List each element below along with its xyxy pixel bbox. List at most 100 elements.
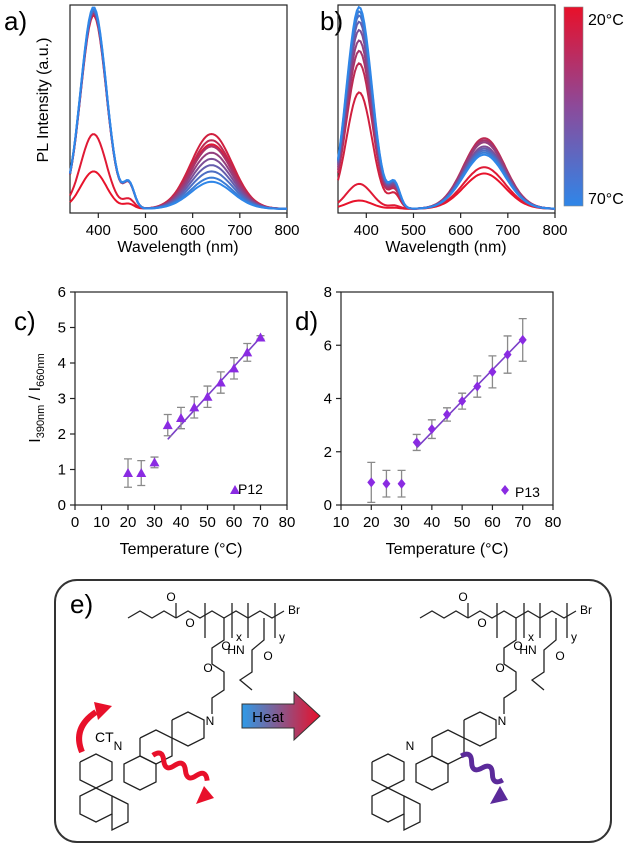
heat-label: Heat bbox=[252, 709, 285, 726]
atom-label: O bbox=[513, 639, 522, 653]
heat-arrow-icon bbox=[241, 690, 321, 742]
violet-emission-arrowhead-icon bbox=[490, 786, 508, 804]
y-tick-label: 6 bbox=[324, 337, 332, 354]
marker bbox=[136, 468, 147, 478]
marker bbox=[162, 420, 173, 430]
x-tick-label: 0 bbox=[71, 514, 79, 531]
chart-a: 400 500 600 700 800 Wavelength (nm) PL Inten… bbox=[35, 4, 300, 256]
atom-label: O bbox=[221, 639, 230, 653]
data-point-30c bbox=[149, 456, 160, 469]
x-tick-label: 400 bbox=[354, 222, 379, 239]
legend-marker bbox=[501, 485, 509, 495]
x-tick-label: 700 bbox=[495, 222, 520, 239]
x-axis-ticks: 400 500 600 700 800 bbox=[354, 213, 568, 239]
data-point-65c bbox=[242, 342, 253, 362]
scheme-frame bbox=[54, 579, 612, 843]
y-tick-label: 2 bbox=[58, 426, 66, 443]
reaction-scheme: O O O O N N HN O Br x y CT Heat bbox=[54, 579, 612, 843]
ester-chain bbox=[419, 610, 469, 619]
data-point-70c bbox=[255, 332, 266, 342]
chart-d: 10 20 30 40 50 60 70 80 0 2 4 6 8 P13 Temperature (°… bbox=[324, 284, 562, 558]
atom-label: HN bbox=[519, 643, 536, 657]
atom-label: O bbox=[166, 590, 175, 604]
marker bbox=[255, 332, 266, 342]
ester-chain bbox=[127, 610, 177, 619]
subscript-x: x bbox=[528, 630, 534, 644]
naphthalimide-ring3 bbox=[123, 755, 157, 791]
data-point-40c bbox=[176, 406, 186, 430]
panel-label-d: d) bbox=[295, 306, 318, 336]
side-chain-amide bbox=[238, 618, 265, 691]
x-tick-label: 10 bbox=[93, 514, 110, 531]
x-tick-label: 40 bbox=[424, 514, 441, 531]
marker bbox=[397, 478, 406, 489]
colorbar-gradient bbox=[563, 6, 584, 207]
marker bbox=[427, 424, 436, 435]
data-point-30c bbox=[397, 469, 406, 498]
x-tick-label: 50 bbox=[199, 514, 216, 531]
panel-label-a: a) bbox=[4, 6, 27, 36]
colorbar-top-label: 20°C bbox=[588, 12, 624, 29]
polymer-backbone bbox=[175, 610, 285, 619]
plot-frame bbox=[69, 4, 288, 214]
colorbar-bottom-label: 70°C bbox=[588, 191, 624, 208]
plot-frame bbox=[337, 4, 556, 214]
data-point-40c bbox=[427, 419, 436, 440]
acridine-ring1 bbox=[79, 753, 113, 789]
y-tick-label: 2 bbox=[324, 444, 332, 461]
y-axis-label: I390nm / I660nm bbox=[27, 353, 47, 443]
x-tick-label: 20 bbox=[120, 514, 137, 531]
marker bbox=[229, 363, 239, 373]
x-tick-label: 400 bbox=[86, 222, 111, 239]
marker bbox=[382, 478, 391, 489]
x-axis-label: Temperature (°C) bbox=[120, 541, 243, 558]
x-tick-label: 500 bbox=[133, 222, 158, 239]
data-point-65c bbox=[503, 335, 512, 374]
x-axis-label: Wavelength (nm) bbox=[117, 239, 238, 256]
red-emission-wave-icon bbox=[151, 750, 210, 782]
y-tick-label: 3 bbox=[58, 391, 66, 408]
spectra-series-group bbox=[69, 6, 288, 210]
x-tick-label: 60 bbox=[484, 514, 501, 531]
atom-label: O bbox=[555, 649, 564, 663]
atom-label: O bbox=[263, 649, 272, 663]
atom-label: O bbox=[203, 661, 212, 675]
data-point-25c bbox=[136, 459, 147, 487]
x-tick-label: 70 bbox=[252, 514, 269, 531]
marker bbox=[202, 391, 213, 401]
chart-b: 400 500 600 700 800 Wavelength (nm) bbox=[337, 4, 568, 256]
chart-c: 0 10 20 30 40 50 60 70 80 0 1 2 3 4 5 6 P12 Temperature… bbox=[27, 284, 295, 558]
acridine-ring2 bbox=[371, 787, 405, 823]
x-tick-label: 600 bbox=[448, 222, 473, 239]
data-points bbox=[123, 332, 266, 494]
plot-frame bbox=[340, 291, 554, 506]
x-tick-label: 50 bbox=[454, 514, 471, 531]
legend-marker bbox=[230, 485, 240, 494]
marker bbox=[458, 396, 467, 407]
marker bbox=[473, 381, 482, 392]
marker bbox=[503, 349, 512, 360]
x-tick-label: 20 bbox=[363, 514, 380, 531]
x-tick-label: 600 bbox=[180, 222, 205, 239]
acridine-ring3 bbox=[111, 795, 129, 832]
temperature-colorbar: 20°C 70°C bbox=[563, 6, 624, 208]
spectrum-line-50c bbox=[337, 28, 556, 210]
molecule-left bbox=[79, 603, 285, 832]
y-axis-label: PL Intensity (a.u.) bbox=[35, 38, 52, 163]
panel-label-c: c) bbox=[14, 306, 36, 336]
x-tick-label: 70 bbox=[514, 514, 531, 531]
data-point-55c bbox=[473, 375, 482, 398]
axis-ticks: 10 20 30 40 50 60 70 80 0 2 4 6 8 bbox=[324, 284, 562, 531]
atom-label: O bbox=[185, 616, 194, 630]
polymer-end-group: Br bbox=[288, 603, 300, 617]
marker bbox=[189, 402, 200, 412]
x-tick-label: 800 bbox=[542, 222, 567, 239]
plot-frame bbox=[74, 291, 288, 506]
marker bbox=[149, 457, 160, 467]
spectrum-line-70c bbox=[69, 6, 287, 210]
atom-label: O bbox=[477, 616, 486, 630]
data-point-60c bbox=[229, 357, 239, 380]
polymer-backbone bbox=[467, 610, 577, 619]
data-point-50c bbox=[458, 392, 467, 410]
